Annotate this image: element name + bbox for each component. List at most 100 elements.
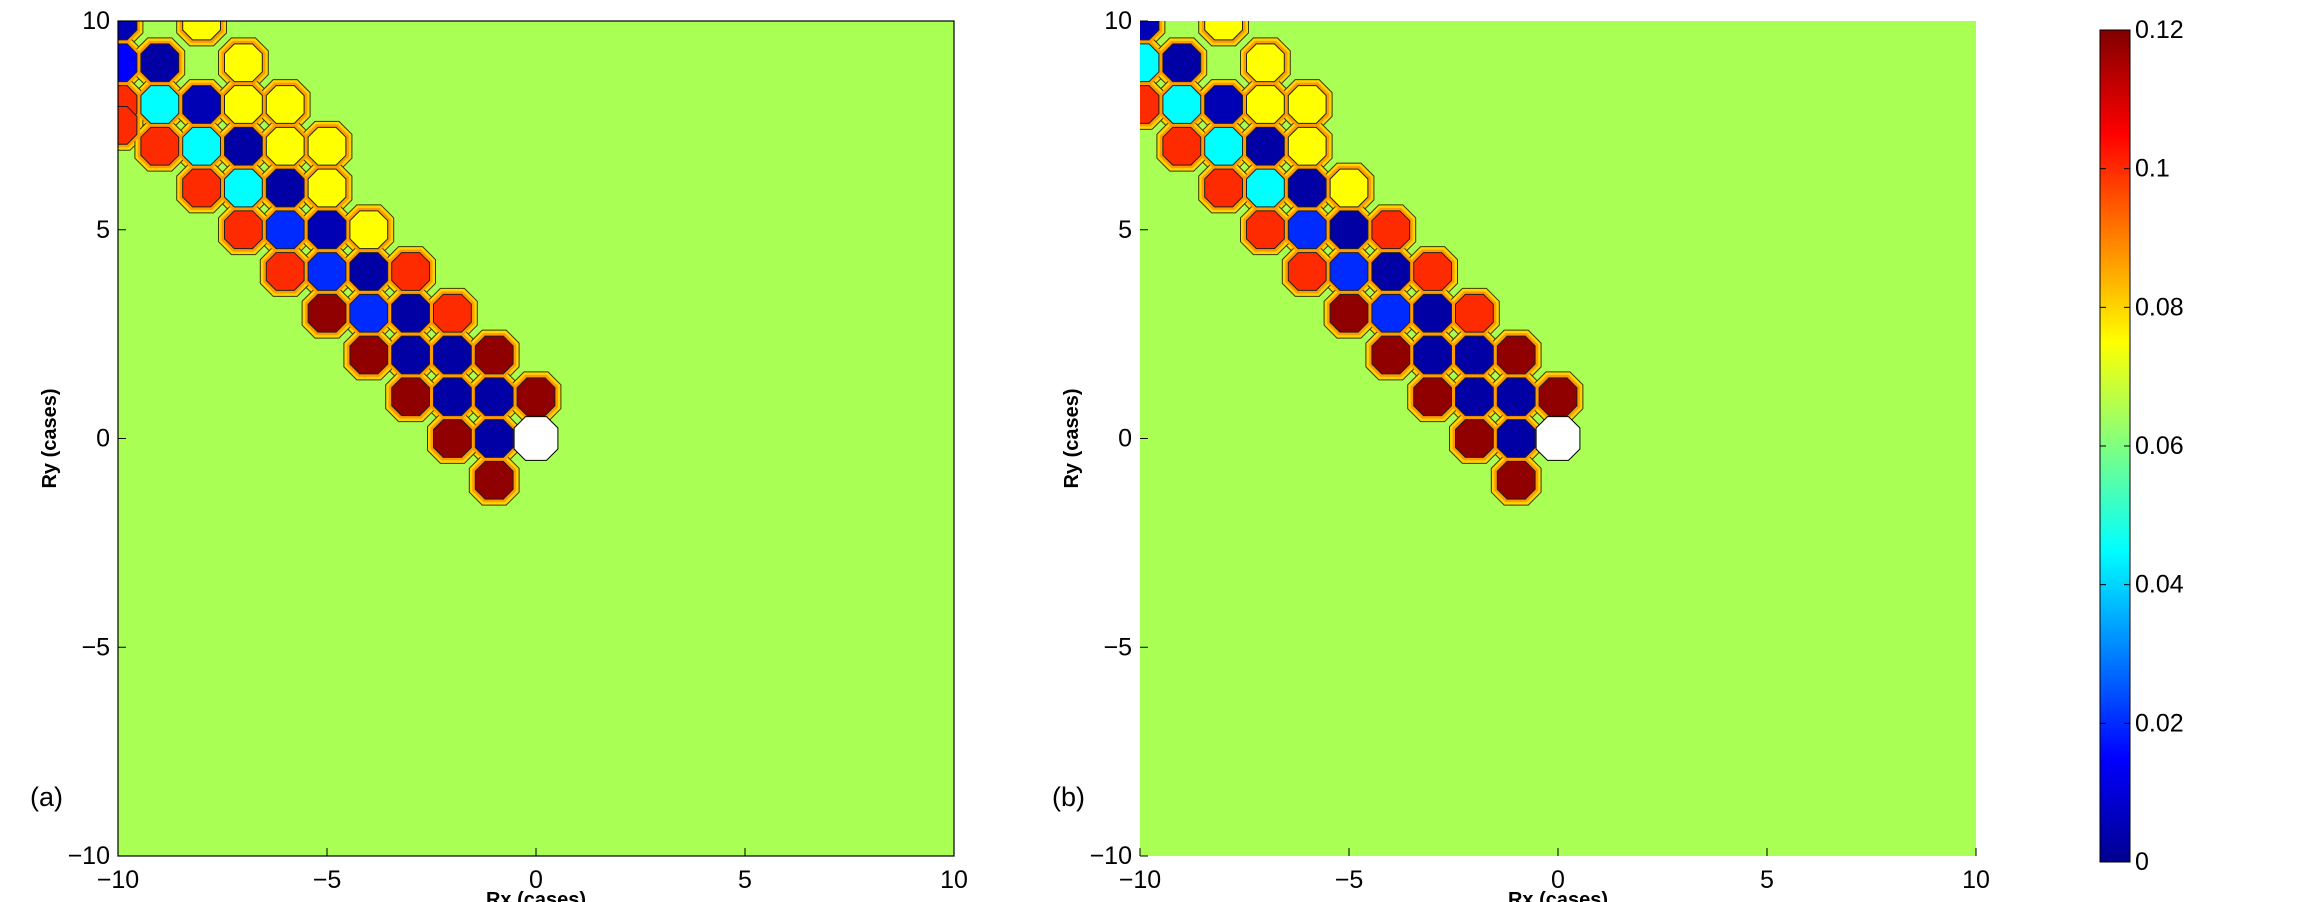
y-axis-label: Ry (cases): [39, 388, 61, 488]
x-tick-label: 5: [738, 866, 752, 894]
panel-label: (b): [1052, 782, 1085, 812]
heatmap-cell: [140, 126, 180, 166]
heatmap-cell: [140, 43, 180, 83]
heatmap-cell: [1287, 210, 1327, 250]
x-tick-label: −10: [97, 866, 139, 894]
heatmap-cell: [516, 377, 556, 417]
heatmap-cell: [1162, 126, 1202, 166]
y-tick-label: −10: [1090, 842, 1132, 870]
heatmap-cell: [1413, 377, 1452, 417]
heatmap-cell: [1455, 335, 1494, 375]
heatmap-cell: [1413, 293, 1452, 333]
heatmap-cell: [1287, 126, 1327, 166]
panel-label: (a): [30, 782, 63, 812]
heatmap-cell: [1371, 335, 1411, 375]
colorbar-tick-label: 0.06: [2135, 432, 2184, 460]
heatmap-cell: [349, 335, 389, 375]
heatmap-cell: [1329, 293, 1369, 333]
heatmap-cell: [391, 293, 430, 333]
heatmap-cell: [1496, 377, 1536, 417]
heatmap-cell: [1287, 85, 1327, 124]
heatmap-cell: [1413, 252, 1452, 291]
heatmap-panel-b: −10 −5 0 5 10 −10 −5 0 5 10 Rx (cases) Ry (cases)…: [1052, 7, 1990, 902]
cell-layer: [1140, 21, 1584, 506]
heatmap-cell: [265, 210, 305, 250]
heatmap-cell: [1455, 419, 1494, 458]
heatmap-cell: [307, 126, 347, 166]
colorbar-tick-label: 0.12: [2135, 16, 2184, 44]
y-tick-label: −5: [81, 633, 110, 661]
heatmap-cell: [1246, 85, 1285, 124]
x-axis-label: Rx (cases): [1508, 889, 1608, 902]
heatmap-cell: [224, 85, 263, 124]
y-tick-label: 5: [1118, 216, 1132, 244]
y-tick-label: −10: [68, 842, 110, 870]
heatmap-cell: [1371, 210, 1411, 250]
heatmap-cell: [182, 168, 221, 208]
heatmap-cell: [1204, 21, 1243, 41]
heatmap-cell: [118, 21, 138, 41]
empty-cell: [513, 416, 559, 461]
heatmap-cell: [1140, 21, 1160, 41]
heatmap-cell: [349, 252, 389, 291]
heatmap-cell: [474, 377, 514, 417]
heatmap-cell: [265, 168, 305, 208]
x-tick-label: −5: [313, 866, 342, 894]
heatmap-cell: [265, 85, 305, 124]
heatmap-cell: [391, 335, 430, 375]
y-tick-label: 0: [1118, 425, 1132, 453]
y-tick-label: −5: [1103, 633, 1132, 661]
colorbar-tick-label: 0.02: [2135, 709, 2184, 737]
heatmap-cell: [349, 293, 389, 333]
heatmap-cell: [265, 126, 305, 166]
heatmap-cell: [474, 335, 514, 375]
y-axis-label: Ry (cases): [1061, 388, 1083, 488]
heatmap-cell: [1162, 43, 1202, 83]
heatmap-cell: [224, 168, 263, 208]
heatmap-cell: [1204, 168, 1243, 208]
heatmap-cell: [1496, 335, 1536, 375]
x-tick-label: 10: [1962, 866, 1990, 894]
y-tick-label: 10: [1104, 7, 1132, 35]
heatmap-cell: [182, 85, 221, 124]
heatmap-cell: [1287, 252, 1327, 291]
colorbar: 0 0.02 0.04 0.06 0.08 0.1 0.12: [2099, 16, 2184, 876]
heatmap-cell: [1204, 126, 1243, 166]
heatmap-cell: [391, 252, 430, 291]
y-tick-label: 10: [82, 7, 110, 35]
heatmap-cell: [118, 106, 138, 145]
heatmap-cell: [1246, 43, 1285, 83]
heatmap-cell: [1329, 210, 1369, 250]
heatmap-cell: [1287, 168, 1327, 208]
heatmap-cell: [391, 377, 430, 417]
heatmap-cell: [118, 43, 138, 83]
heatmap-cell: [1329, 252, 1369, 291]
heatmap-cell: [1496, 460, 1536, 500]
heatmap-cell: [349, 210, 389, 250]
x-axis-label: Rx (cases): [486, 889, 586, 902]
heatmap-cell: [1140, 43, 1160, 83]
heatmap-cell: [1246, 168, 1285, 208]
heatmap-cell: [307, 293, 347, 333]
heatmap-cell: [1455, 293, 1494, 333]
heatmap-panel-a: −10 −5 0 5 10 −10 −5 0 5 10 Rx (cases) Ry (cases)…: [30, 7, 968, 902]
colorbar-tick-label: 0.08: [2135, 293, 2184, 321]
heatmap-cell: [182, 21, 221, 41]
heatmap-cell: [1140, 85, 1160, 124]
y-tick-label: 5: [96, 216, 110, 244]
colorbar-tick-label: 0: [2135, 848, 2149, 876]
heatmap-cell: [307, 252, 347, 291]
heatmap-cell: [1371, 293, 1411, 333]
heatmap-cell: [1371, 252, 1411, 291]
heatmap-cell: [1329, 168, 1369, 208]
x-tick-label: −10: [1119, 866, 1161, 894]
heatmap-cell: [1246, 126, 1285, 166]
heatmap-cell: [474, 460, 514, 500]
heatmap-cell: [433, 419, 472, 458]
heatmap-cell: [307, 210, 347, 250]
empty-cell: [1535, 416, 1581, 461]
heatmap-cell: [1204, 85, 1243, 124]
heatmap-cell: [224, 210, 263, 250]
heatmap-cell: [433, 335, 472, 375]
x-tick-label: 0: [1551, 866, 1565, 894]
